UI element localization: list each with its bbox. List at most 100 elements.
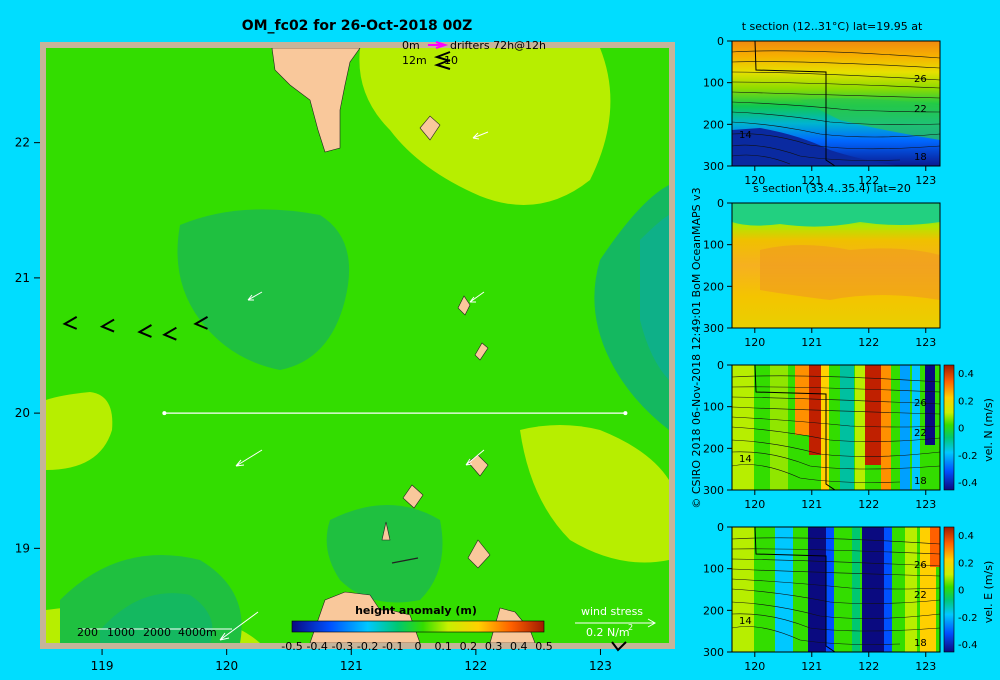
vel-colorbar-tick: 0.2 [958,396,974,407]
ssh-low-central [177,209,350,370]
wind-stress-label: wind stress [581,605,643,618]
section-x-tick-120: 120 [744,336,765,349]
section-x-tick-121: 121 [801,660,822,673]
t-contour-label-18: 18 [914,152,927,163]
section-x-tick-122: 122 [858,336,879,349]
t-section-title: t section (12..31°C) lat=19.95 at [742,20,923,33]
section-y-tick-0: 0 [717,359,724,372]
section-x-tick-121: 121 [801,498,822,511]
map-x-tick-119: 119 [91,659,114,673]
colorbar-tick-7: 0.2 [460,640,478,653]
colorbar-tick-1: -0.4 [306,640,327,653]
s-section-panel: s section (33.4..35.4) lat=20 120 121 122 1… [703,182,941,349]
drifter-1 [99,318,115,333]
map-x-tick-122: 122 [464,659,487,673]
credit-text: © CSIRO 2018 06-Nov-2018 12:49:01 BoM Oc… [690,187,703,508]
section-x-tick-123: 123 [915,660,936,673]
depth-scale-label-2: 2000 [143,626,171,639]
vel-colorbar-tick: -0.2 [958,451,978,462]
colorbar-tick-3: -0.2 [357,640,378,653]
colorbar-ticks: -0.5 -0.4 -0.3 -0.2 -0.1 0 0.1 0.2 0.3 0.4 0.5 [281,640,552,653]
wind-stress-drifter-mark [611,641,627,652]
drifter-legend-mark-12m [433,51,451,70]
u-colorbar [943,526,955,653]
t-section-topography [754,41,836,166]
section-x-tick-120: 120 [744,660,765,673]
land-island-1 [419,115,441,141]
section-y-tick-300: 300 [703,322,724,335]
vel-colorbar-tick: -0.4 [958,640,978,651]
vel-colorbar-tick: 0.4 [958,369,974,380]
section-x-tick-123: 123 [915,174,936,187]
s-section-title: s section (33.4..35.4) lat=20 [753,182,911,195]
section-x-tick-122: 122 [858,660,879,673]
land-island-3 [474,342,489,361]
section-x-tick-122: 122 [858,174,879,187]
section-y-tick-300: 300 [703,484,724,497]
depth-scale-label-1: 1000 [107,626,135,639]
depth-scale-label-0: 200 [77,626,98,639]
drifter-3 [162,326,177,341]
wind-stress-unit-exp: 2 [628,623,633,632]
ssh-high-west [46,392,113,470]
section-x-tick-120: 120 [744,174,765,187]
t-section-panel: t section (12..31°C) lat=19.95 at 26 [703,20,941,187]
u-colorbar-label: vel. E (m/s) [982,561,995,624]
ssh-low-east-core [640,215,669,380]
u-contour-label-18: 18 [914,638,927,649]
v-colorbar-label: vel. N (m/s) [982,398,995,462]
ssh-colorbar: height anomaly (m) -0.5 -0.4 -0.3 -0.2 -0.1 0… [281,604,552,653]
ssh-high-east [520,425,669,563]
map-x-tick-120: 120 [215,659,238,673]
drifter-legend-10: 10 [444,54,458,67]
section-x-tick-122: 122 [858,498,879,511]
section-y-tick-100: 100 [703,401,724,414]
drifter-legend-12m: 12m [402,54,427,67]
v-contour-label-26: 26 [914,398,927,409]
section-y-tick-100: 100 [703,563,724,576]
section-y-tick-100: 100 [703,77,724,90]
colorbar-title: height anomaly (m) [355,604,477,617]
section-x-tick-123: 123 [915,498,936,511]
drifter-0 [62,316,78,330]
drifter-2 [137,324,152,338]
section-y-tick-100: 100 [703,239,724,252]
drifter-legend-mark-0m [428,41,449,49]
section-y-tick-0: 0 [717,197,724,210]
section-line-start [162,411,167,416]
colorbar-ramp [291,620,545,633]
land-island-7 [467,539,491,569]
section-y-tick-300: 300 [703,646,724,659]
section-y-tick-200: 200 [703,442,724,455]
land-taiwan [271,48,361,153]
ssh-low-south-core [100,593,213,643]
section-line [162,411,628,416]
vel-colorbar-tick: -0.2 [958,613,978,624]
vel-colorbar-tick: 0 [958,424,964,435]
vel-colorbar-tick: 0.4 [958,531,974,542]
section-y-tick-0: 0 [717,35,724,48]
u-contour-label-14: 14 [739,616,752,627]
ssh-high-north [359,48,611,205]
land-island-2 [457,295,471,316]
section-x-tick-121: 121 [801,174,822,187]
colorbar-tick-9: 0.4 [510,640,528,653]
t-contour-label-14: 14 [739,130,752,141]
vel-colorbar-tick: 0 [958,586,964,597]
coast-line [391,557,419,564]
land-island-5 [402,484,424,509]
drifter-group [62,316,209,341]
t-contour-label-22: 22 [914,104,927,115]
map-panel: 0m drifters 72h@12h 12m 10 200 1000 2000… [15,39,675,673]
map-y-tick-21: 21 [15,271,30,285]
u-contour-label-22: 22 [914,590,927,601]
depth-scale: 200 1000 2000 4000m [77,626,232,639]
u-section-panel: 26 22 14 18 0.4 0.2 0 -0.2 -0.4 vel. E (m/s)… [703,521,995,673]
wind-stress-arrows [219,131,489,641]
colorbar-tick-4: -0.1 [382,640,403,653]
section-y-tick-200: 200 [703,118,724,131]
colorbar-tick-8: 0.3 [485,640,503,653]
depth-scale-label-3: 4000m [178,626,217,639]
section-line-end [623,411,628,416]
